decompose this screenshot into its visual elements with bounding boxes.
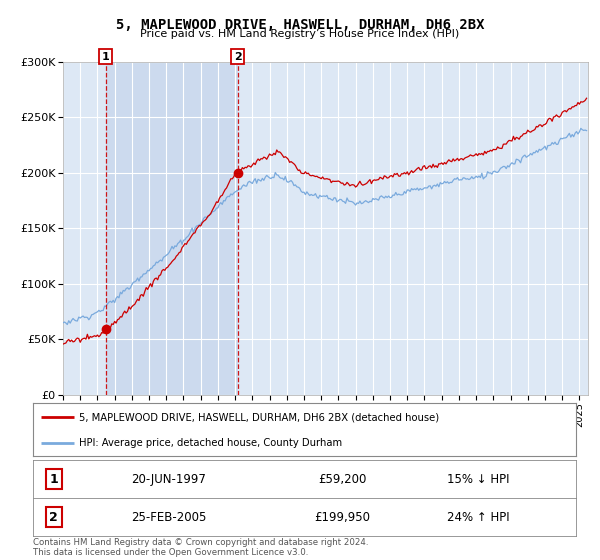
Text: Price paid vs. HM Land Registry’s House Price Index (HPI): Price paid vs. HM Land Registry’s House … (140, 29, 460, 39)
Text: 5, MAPLEWOOD DRIVE, HASWELL, DURHAM, DH6 2BX: 5, MAPLEWOOD DRIVE, HASWELL, DURHAM, DH6… (116, 18, 484, 32)
Text: 20-JUN-1997: 20-JUN-1997 (131, 473, 206, 486)
Text: £199,950: £199,950 (314, 511, 371, 524)
Text: HPI: Average price, detached house, County Durham: HPI: Average price, detached house, Coun… (79, 437, 342, 447)
Text: Contains HM Land Registry data © Crown copyright and database right 2024.
This d: Contains HM Land Registry data © Crown c… (33, 538, 368, 557)
Bar (106, 62, 238, 395)
Text: 2: 2 (234, 52, 242, 62)
Text: 1: 1 (49, 473, 58, 486)
Text: 1: 1 (101, 52, 109, 62)
Text: 24% ↑ HPI: 24% ↑ HPI (447, 511, 509, 524)
Text: 5, MAPLEWOOD DRIVE, HASWELL, DURHAM, DH6 2BX (detached house): 5, MAPLEWOOD DRIVE, HASWELL, DURHAM, DH6… (79, 412, 439, 422)
Text: 15% ↓ HPI: 15% ↓ HPI (447, 473, 509, 486)
Text: 2: 2 (49, 511, 58, 524)
Text: £59,200: £59,200 (319, 473, 367, 486)
Text: 25-FEB-2005: 25-FEB-2005 (131, 511, 206, 524)
